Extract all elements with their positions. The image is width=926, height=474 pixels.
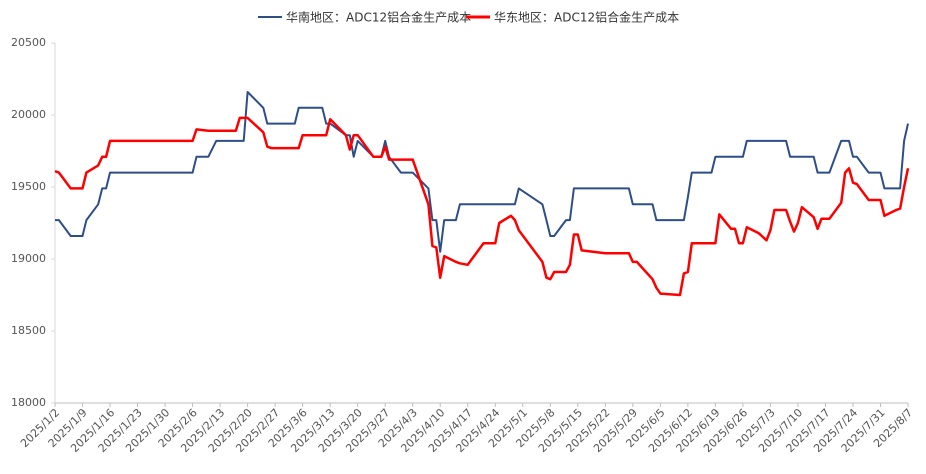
y-tick-label: 19500 (11, 180, 46, 193)
y-tick-label: 20000 (11, 108, 46, 121)
legend: 华南地区：ADC12铝合金生产成本 华东地区：ADC12铝合金生产成本 (258, 10, 679, 25)
y-tick-label: 18500 (11, 324, 46, 337)
legend-label: 华南地区：ADC12铝合金生产成本 (286, 10, 471, 25)
series-line (55, 91, 909, 253)
legend-label: 华东地区：ADC12铝合金生产成本 (494, 10, 679, 25)
y-tick-label: 20500 (11, 36, 46, 49)
y-tick-label: 18000 (11, 396, 46, 409)
series-line (54, 116, 910, 297)
y-tick-label: 19000 (11, 252, 46, 265)
